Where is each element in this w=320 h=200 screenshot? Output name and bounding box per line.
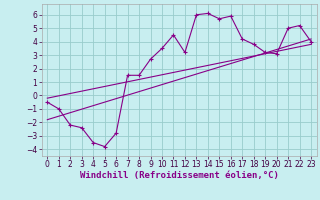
X-axis label: Windchill (Refroidissement éolien,°C): Windchill (Refroidissement éolien,°C) [80, 171, 279, 180]
